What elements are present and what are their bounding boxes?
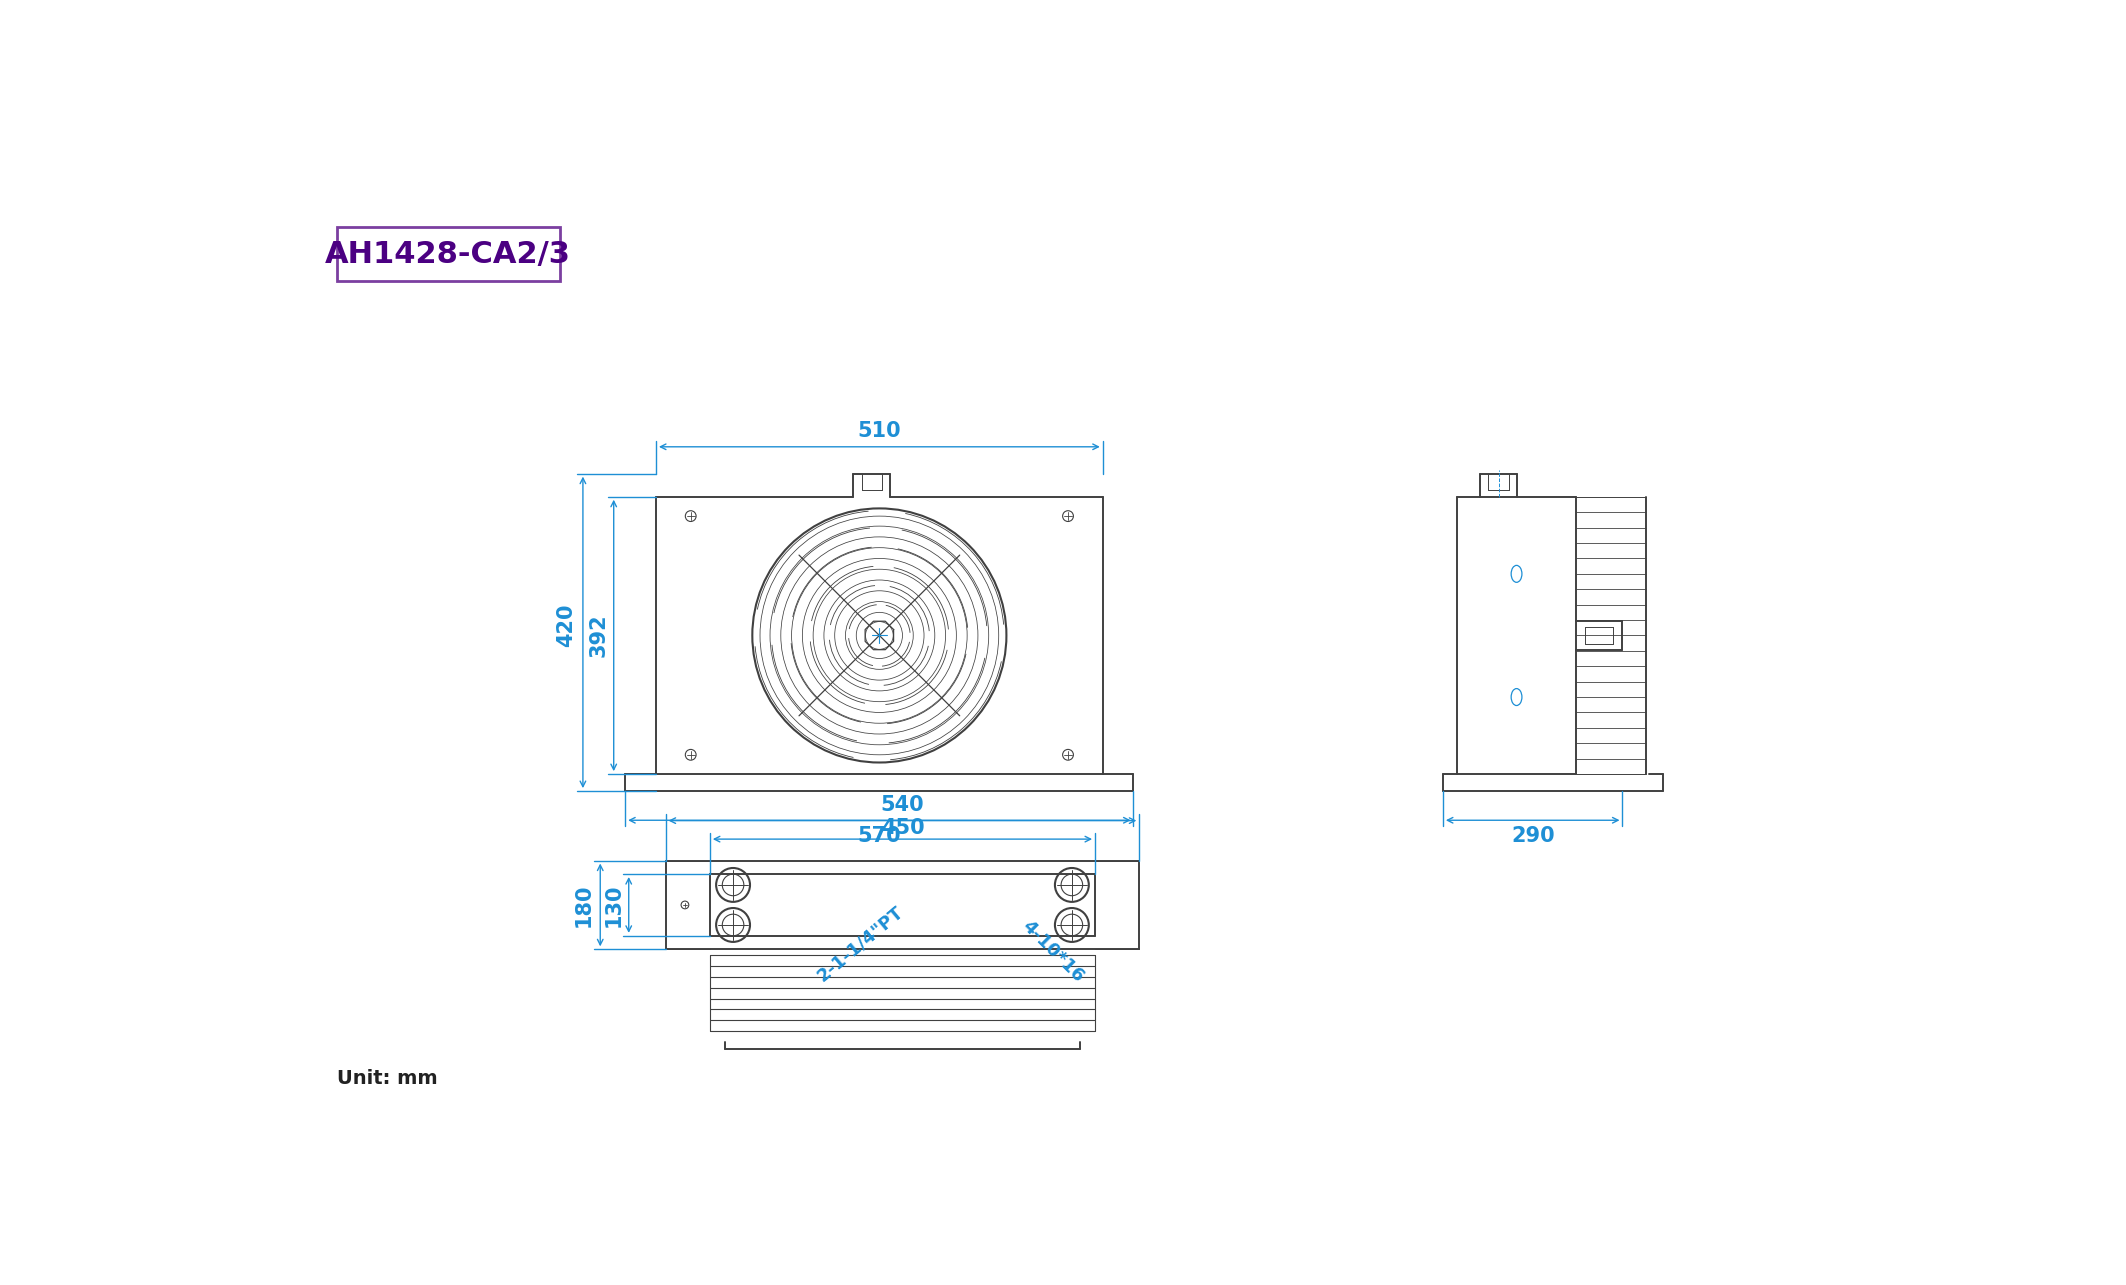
Text: 510: 510: [857, 421, 901, 442]
Text: AH1428-CA2/3: AH1428-CA2/3: [325, 240, 572, 269]
Text: 130: 130: [604, 883, 623, 926]
Text: 2-1-1/4"PT: 2-1-1/4"PT: [814, 902, 908, 984]
Text: 180: 180: [574, 883, 593, 926]
Text: Unit: mm: Unit: mm: [336, 1069, 438, 1087]
Text: 540: 540: [880, 795, 925, 815]
Text: 4-10*16: 4-10*16: [1018, 916, 1086, 986]
Text: 570: 570: [857, 826, 901, 846]
Text: 420: 420: [557, 604, 576, 648]
Text: 450: 450: [880, 817, 925, 838]
Text: 392: 392: [589, 614, 608, 657]
Text: 290: 290: [1512, 826, 1554, 846]
FancyBboxPatch shape: [336, 227, 559, 281]
